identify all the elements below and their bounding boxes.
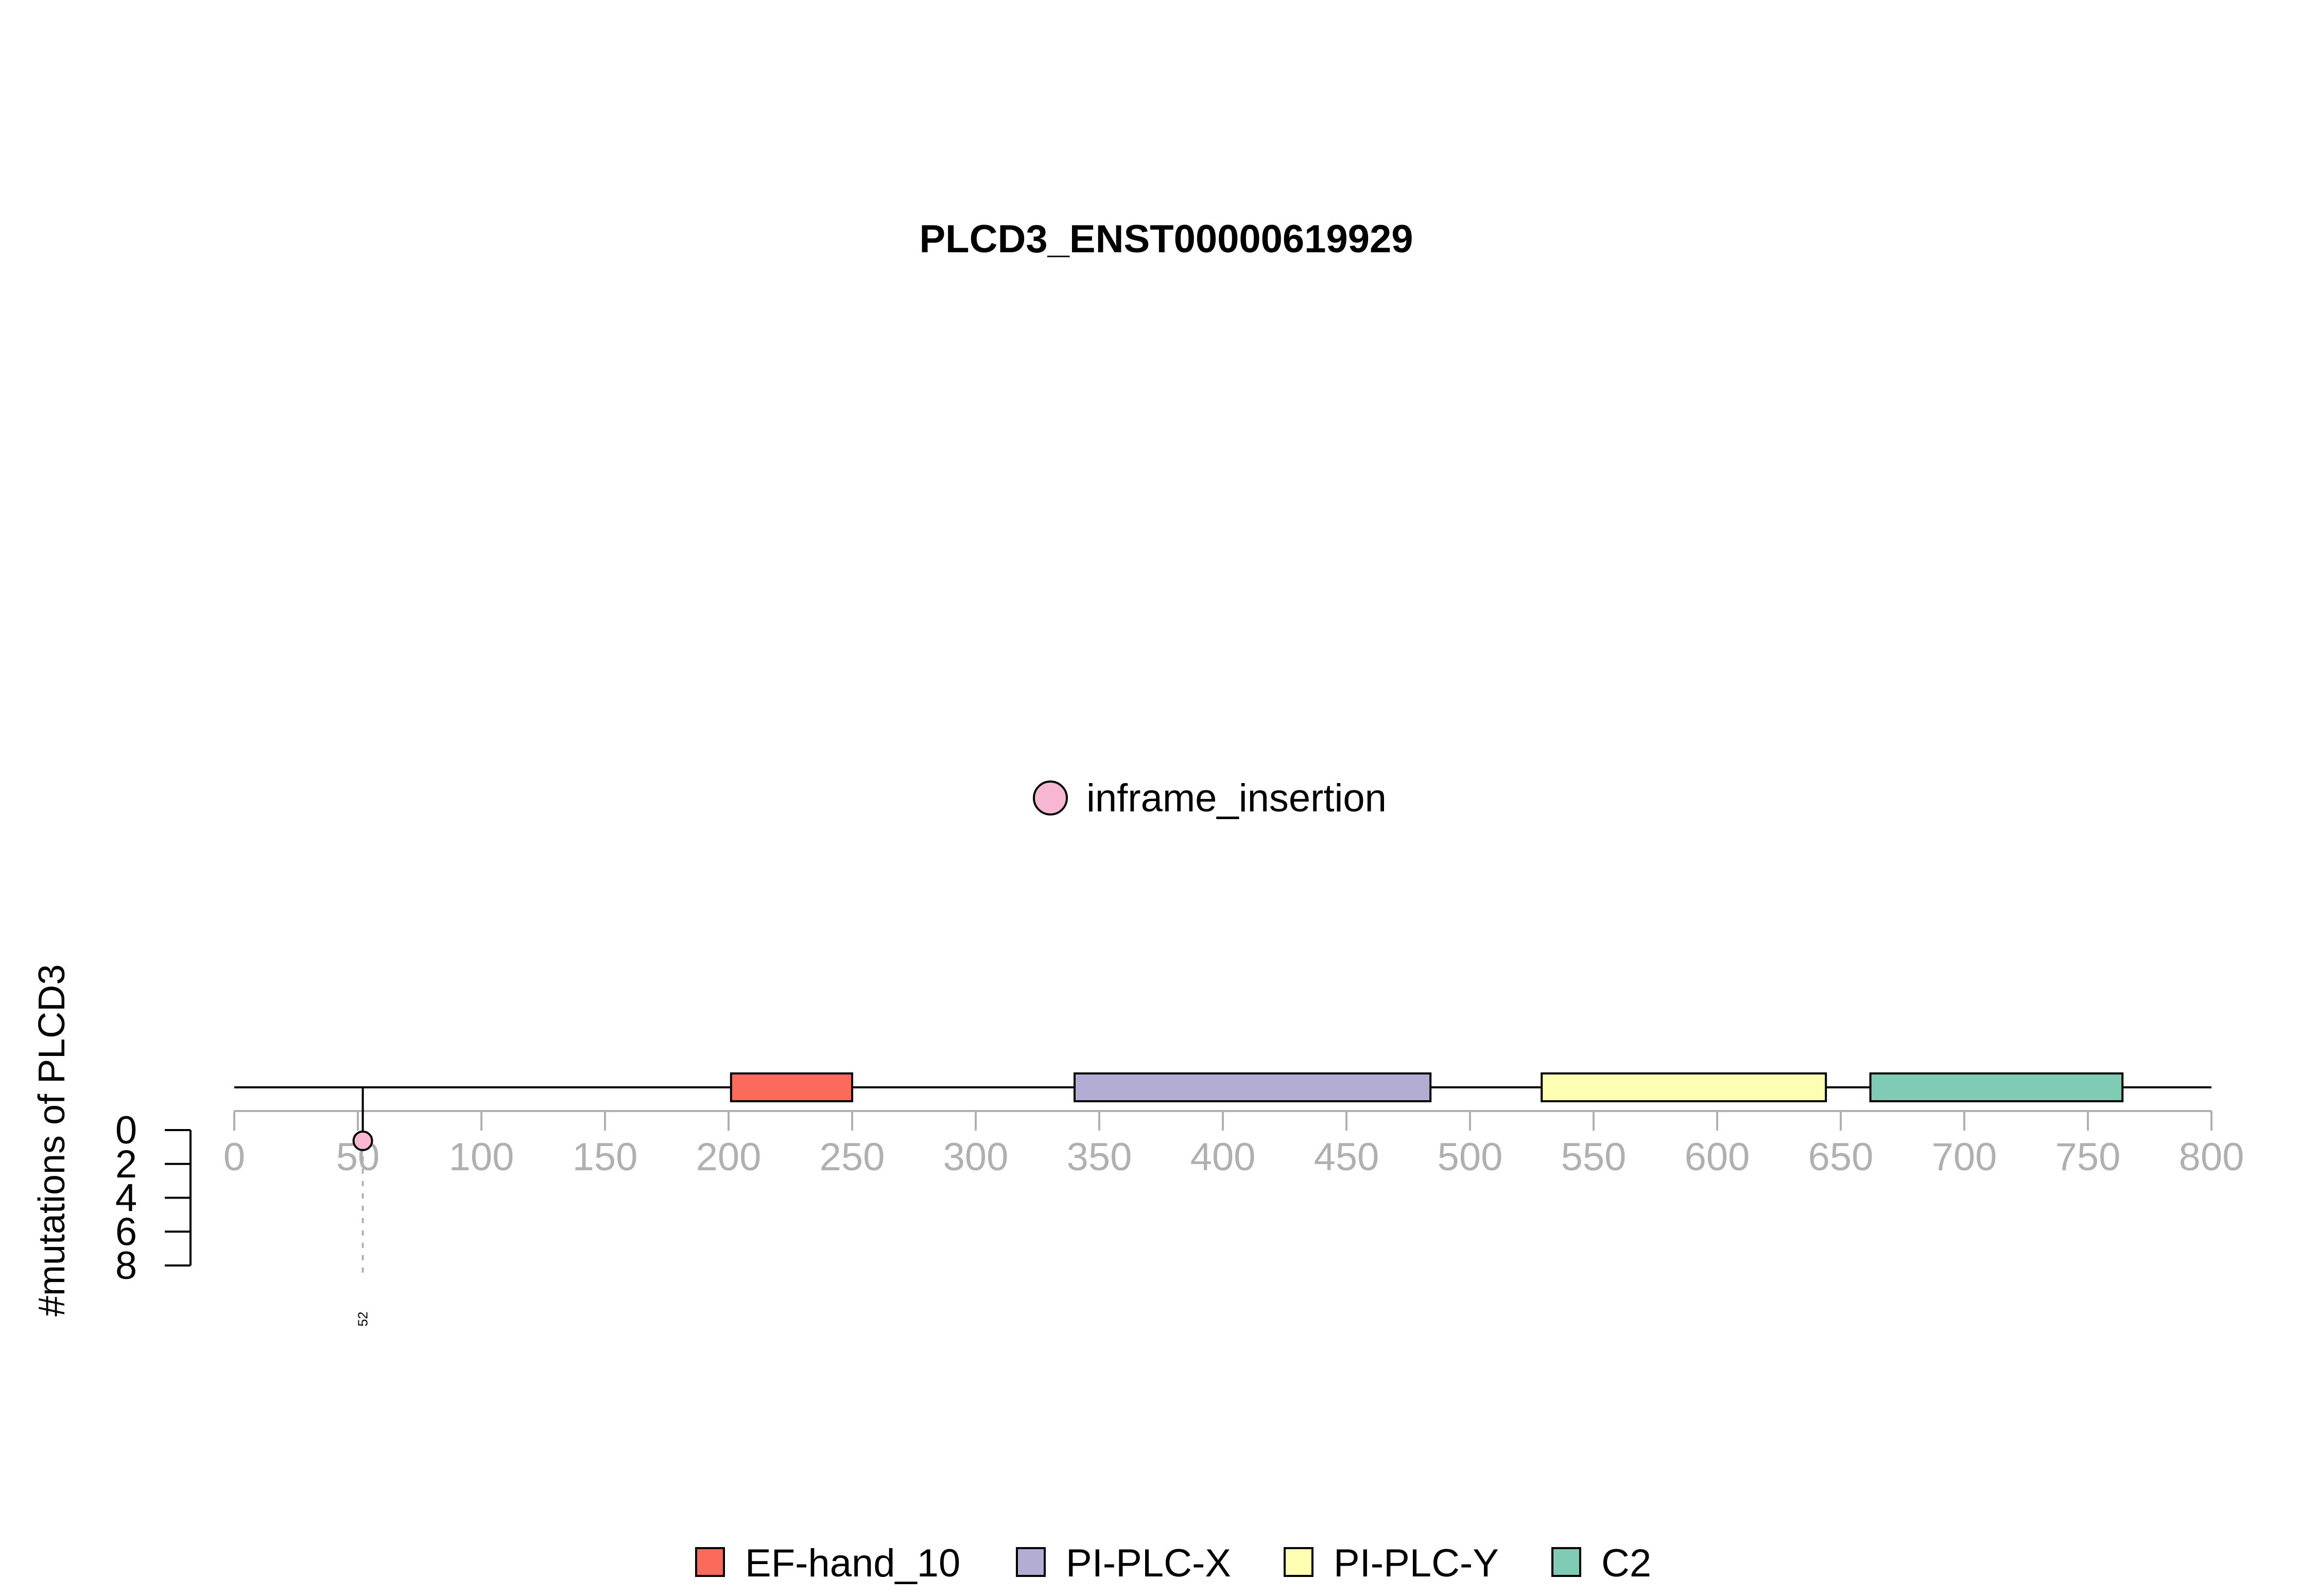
mutation-point	[352, 1130, 373, 1151]
x-tick-label: 600	[1685, 1135, 1750, 1179]
domain-legend: EF-hand_10 PI-PLC-X PI-PLC-Y C2	[695, 1541, 1651, 1585]
legend-domain-swatch	[695, 1547, 725, 1577]
y-tick-label: 6	[115, 1210, 137, 1254]
legend-domain-swatch	[1551, 1547, 1581, 1577]
domains	[730, 1072, 2124, 1102]
legend-domain-swatch	[1284, 1547, 1313, 1577]
y-tick-label: 4	[115, 1176, 137, 1220]
legend-mutation-marker	[1033, 780, 1068, 816]
domain-pi-plc-x	[1074, 1072, 1432, 1102]
legend-domain-swatch	[1016, 1547, 1046, 1577]
x-tick-label: 100	[449, 1135, 514, 1179]
x-tick-label: 150	[573, 1135, 638, 1179]
legend-domain-label: EF-hand_10	[745, 1541, 960, 1585]
chart-title: PLCD3_ENST00000619929	[919, 217, 1413, 261]
legend-domain-label: PI-PLC-Y	[1334, 1541, 1499, 1585]
y-axis-label: #mutations of PLCD3	[31, 964, 73, 1316]
x-tick-label: 200	[696, 1135, 762, 1179]
domain-c2	[1869, 1072, 2124, 1102]
y-tick-label: 2	[115, 1142, 137, 1186]
x-tick-label: 700	[1932, 1135, 1997, 1179]
x-tick-label: 400	[1190, 1135, 1256, 1179]
x-tick-label: 450	[1314, 1135, 1379, 1179]
domain-ef-hand-10	[730, 1072, 854, 1102]
domain-pi-plc-y	[1541, 1072, 1827, 1102]
x-tick-label: 800	[2179, 1135, 2244, 1179]
x-tick-label: 750	[2055, 1135, 2121, 1179]
mutation-legend: inframe_insertion	[1033, 776, 1387, 820]
x-tick-label: 650	[1808, 1135, 1874, 1179]
x-axis: 0 50 100 150 200 250 300 350 400 450 500 550 600 650 7…	[223, 1110, 2244, 1179]
legend-domain-label: C2	[1601, 1541, 1651, 1585]
x-tick-label: 350	[1067, 1135, 1132, 1179]
x-tick-label: 0	[223, 1135, 245, 1179]
x-tick-label: 250	[820, 1135, 885, 1179]
y-tick-label: 0	[115, 1108, 137, 1152]
legend-mutation-label: inframe_insertion	[1086, 776, 1387, 820]
x-tick-label: 500	[1438, 1135, 1503, 1179]
x-tick-label: 300	[943, 1135, 1009, 1179]
legend-domain-label: PI-PLC-X	[1066, 1541, 1231, 1585]
mutation-position-label: 52	[355, 1312, 371, 1327]
mutations: 52	[352, 1087, 373, 1327]
y-tick-label: 8	[115, 1244, 137, 1288]
x-tick-label: 550	[1561, 1135, 1627, 1179]
